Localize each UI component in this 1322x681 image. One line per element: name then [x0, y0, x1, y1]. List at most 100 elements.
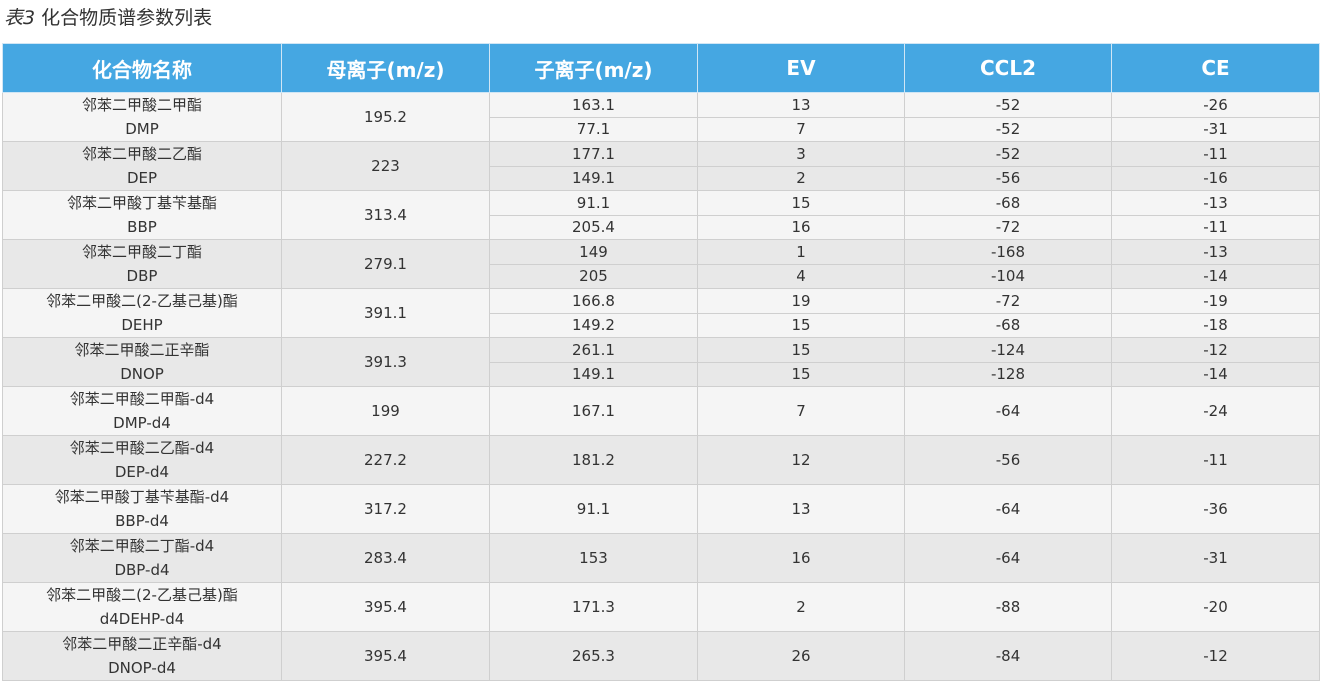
- ce-cell: -11: [1111, 214, 1320, 240]
- table-row: 邻苯二甲酸丁基苄基酯 BBP 313.4 91.1 15 -68 -13: [2, 190, 1320, 240]
- compound-chinese-name: 邻苯二甲酸丁基苄基酯: [66, 194, 217, 212]
- compound-name-cell: 邻苯二甲酸丁基苄基酯 BBP: [2, 190, 282, 240]
- daughter-ion-cell: 77.1: [489, 116, 698, 142]
- ccl2-cell: -52: [904, 141, 1112, 167]
- daughter-ion-cell: 205: [489, 263, 698, 289]
- daughter-ion-cell: 205.4: [489, 214, 698, 240]
- daughter-ion-cell: 149.1: [489, 165, 698, 191]
- table-row: 邻苯二甲酸二乙酯 DEP 223 177.1 3 -52 -11: [2, 141, 1320, 191]
- ce-cell: -16: [1111, 165, 1320, 191]
- compound-name-cell: 邻苯二甲酸二(2-乙基己基)酯 DEHP: [2, 288, 282, 338]
- compound-name-cell: 邻苯二甲酸二(2-乙基己基)酯 d4DEHP-d4: [2, 582, 282, 632]
- ccl2-cell: -68: [904, 312, 1112, 338]
- ev-cell: 15: [697, 312, 905, 338]
- ccl2-cell: -168: [904, 239, 1112, 265]
- compound-abbreviation: DNOP-d4: [108, 659, 176, 677]
- daughter-ion-cell: 181.2: [489, 435, 698, 485]
- compound-chinese-name: 邻苯二甲酸二甲酯: [81, 96, 202, 114]
- ce-cell: -12: [1111, 337, 1320, 363]
- daughter-ion-cell: 153: [489, 533, 698, 583]
- table-row: 邻苯二甲酸二丁酯-d4 DBP-d4 283.4 153 16 -64 -31: [2, 533, 1320, 583]
- parent-ion-cell: 395.4: [281, 631, 490, 681]
- ce-cell: -11: [1111, 435, 1320, 485]
- ccl2-cell: -52: [904, 116, 1112, 142]
- daughter-ion-cell: 149.2: [489, 312, 698, 338]
- daughter-ion-cell: 171.3: [489, 582, 698, 632]
- table-caption: 表3 化合物质谱参数列表: [4, 3, 212, 30]
- ccl2-cell: -64: [904, 386, 1112, 436]
- compound-name-cell: 邻苯二甲酸二正辛酯 DNOP: [2, 337, 282, 387]
- ccl2-cell: -64: [904, 484, 1112, 534]
- compound-abbreviation: DMP-d4: [113, 414, 171, 432]
- daughter-ion-cell: 149.1: [489, 361, 698, 387]
- ev-cell: 1: [697, 239, 905, 265]
- ce-cell: -20: [1111, 582, 1320, 632]
- header-compound-name: 化合物名称: [2, 43, 282, 93]
- table-row: 149.1 2 -56 -16: [3, 165, 1320, 191]
- ccl2-cell: -72: [904, 214, 1112, 240]
- compound-name-cell: 邻苯二甲酸丁基苄基酯-d4 BBP-d4: [2, 484, 282, 534]
- daughter-ion-cell: 91.1: [489, 190, 698, 216]
- table-row: 邻苯二甲酸丁基苄基酯-d4 BBP-d4 317.2 91.1 13 -64 -36: [2, 484, 1320, 534]
- parent-ion-cell: 223: [281, 141, 490, 191]
- ce-cell: -18: [1111, 312, 1320, 338]
- compound-name-cell: 邻苯二甲酸二甲酯-d4 DMP-d4: [2, 386, 282, 436]
- compound-abbreviation: BBP: [127, 218, 157, 236]
- header-daughter-ion: 子离子(m/z): [489, 43, 698, 93]
- ev-cell: 15: [697, 361, 905, 387]
- parent-ion-cell: 317.2: [281, 484, 490, 534]
- table-row: 77.1 7 -52 -31: [3, 116, 1320, 142]
- daughter-ion-cell: 177.1: [489, 141, 698, 167]
- ev-cell: 2: [697, 582, 905, 632]
- compound-abbreviation: d4DEHP-d4: [99, 610, 185, 628]
- compound-chinese-name: 邻苯二甲酸二丁酯-d4: [69, 537, 215, 555]
- ccl2-cell: -68: [904, 190, 1112, 216]
- compound-chinese-name: 邻苯二甲酸二正辛酯: [74, 341, 210, 359]
- compound-chinese-name: 邻苯二甲酸二正辛酯-d4: [62, 635, 222, 653]
- compound-abbreviation: DEP: [126, 169, 158, 187]
- parent-ion-cell: 199: [281, 386, 490, 436]
- parent-ion-cell: 395.4: [281, 582, 490, 632]
- table-row: 邻苯二甲酸二丁酯 DBP 279.1 149 1 -168 -13: [2, 239, 1320, 289]
- table-row: 邻苯二甲酸二(2-乙基己基)酯 d4DEHP-d4 395.4 171.3 2 -88 -2…: [2, 582, 1320, 632]
- parent-ion-cell: 283.4: [281, 533, 490, 583]
- compound-name-cell: 邻苯二甲酸二甲酯 DMP: [2, 92, 282, 142]
- table-row: 邻苯二甲酸二甲酯 DMP 195.2 163.1 13 -52 -26: [2, 92, 1320, 142]
- daughter-ion-cell: 261.1: [489, 337, 698, 363]
- ev-cell: 7: [697, 386, 905, 436]
- header-ce: CE: [1111, 43, 1320, 93]
- ev-cell: 13: [697, 92, 905, 118]
- header-ev: EV: [697, 43, 905, 93]
- compound-chinese-name: 邻苯二甲酸二乙酯: [81, 145, 202, 163]
- table-row: 邻苯二甲酸二正辛酯 DNOP 391.3 261.1 15 -124 -12: [2, 337, 1320, 387]
- compound-name-cell: 邻苯二甲酸二丁酯 DBP: [2, 239, 282, 289]
- ce-cell: -31: [1111, 116, 1320, 142]
- table-row: 149.1 15 -128 -14: [3, 361, 1320, 387]
- compound-abbreviation: BBP-d4: [115, 512, 169, 530]
- ce-cell: -11: [1111, 141, 1320, 167]
- ccl2-cell: -56: [904, 165, 1112, 191]
- parent-ion-cell: 391.3: [281, 337, 490, 387]
- daughter-ion-cell: 265.3: [489, 631, 698, 681]
- compound-chinese-name: 邻苯二甲酸二(2-乙基己基)酯: [46, 586, 238, 604]
- compound-abbreviation: DMP: [125, 120, 159, 138]
- daughter-ion-cell: 149: [489, 239, 698, 265]
- ccl2-cell: -124: [904, 337, 1112, 363]
- compound-chinese-name: 邻苯二甲酸丁基苄基酯-d4: [54, 488, 230, 506]
- ev-cell: 7: [697, 116, 905, 142]
- caption-label: 表3: [4, 7, 36, 29]
- ev-cell: 13: [697, 484, 905, 534]
- ev-cell: 16: [697, 533, 905, 583]
- ev-cell: 15: [697, 337, 905, 363]
- table-row: 205.4 16 -72 -11: [3, 214, 1320, 240]
- ce-cell: -12: [1111, 631, 1320, 681]
- ccl2-cell: -56: [904, 435, 1112, 485]
- ccl2-cell: -128: [904, 361, 1112, 387]
- parent-ion-cell: 227.2: [281, 435, 490, 485]
- header-parent-ion: 母离子(m/z): [281, 43, 490, 93]
- compound-abbreviation: DEHP: [121, 316, 163, 334]
- compound-abbreviation: DEP-d4: [114, 463, 170, 481]
- daughter-ion-cell: 91.1: [489, 484, 698, 534]
- compound-name-cell: 邻苯二甲酸二乙酯 DEP: [2, 141, 282, 191]
- ce-cell: -26: [1111, 92, 1320, 118]
